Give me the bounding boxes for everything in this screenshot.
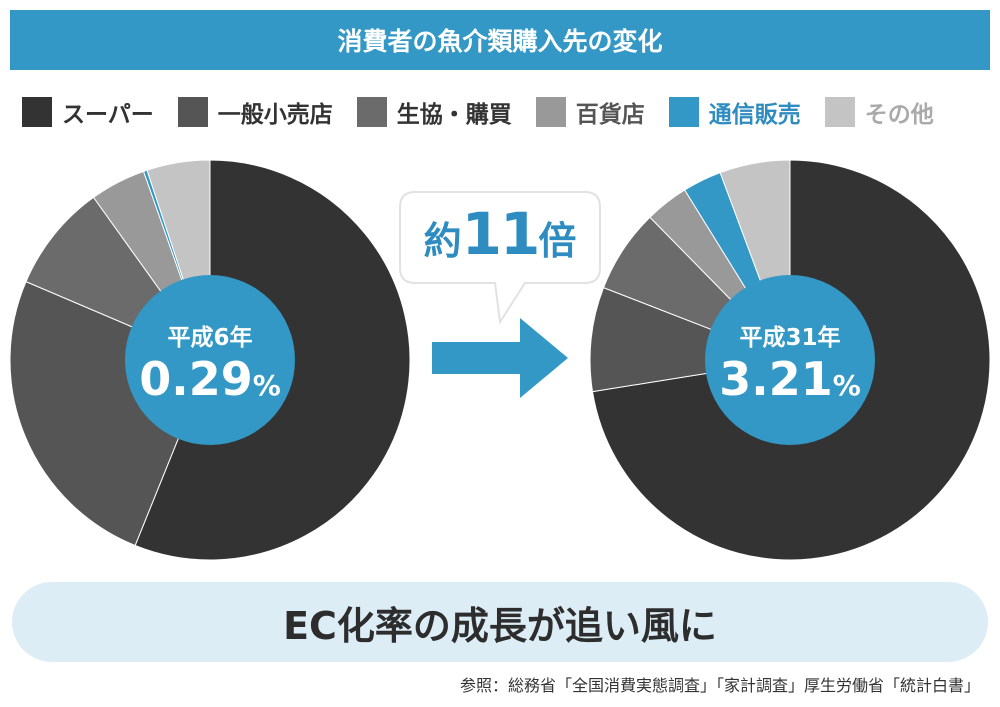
legend-item-department-store: 百貨店 [535,95,645,129]
legend-label: 通信販売 [708,102,801,128]
year-label: 平成31年 [739,325,841,351]
pie-chart-h31 [589,159,991,561]
legend-swatch [177,97,208,127]
legend-item-retail-store: 一般小売店 [177,95,333,129]
callout-text: 約 11 倍 [405,200,595,270]
legend-item-coop: 生協・購買 [356,95,512,129]
percent-unit: % [832,369,861,402]
legend-swatch [535,97,566,127]
pie-center-label-h6: 平成6年 0.29% [130,318,290,402]
callout-prefix: 約 [423,219,462,263]
percent-unit: % [252,369,281,402]
arrow-icon [432,318,568,398]
legend-label: 生協・購買 [396,102,512,128]
legend: スーパー 一般小売店 生協・購買 百貨店 通信販売 その他 [22,92,992,132]
legend-label: スーパー [62,102,154,128]
highlight-value: 3.21 [719,352,833,406]
legend-swatch [356,97,387,127]
legend-item-other: その他 [824,95,934,129]
legend-label: 一般小売店 [217,102,333,128]
year-label: 平成6年 [167,325,253,351]
callout-bubble [399,191,601,325]
highlight-value-wrap: 0.29% [130,356,290,402]
pie-center-label-h31: 平成31年 3.21% [710,318,870,402]
pie-chart-h6 [9,159,411,561]
highlight-value-wrap: 3.21% [710,356,870,402]
pie-center-circle [705,275,875,445]
summary-banner: EC化率の成長が追い風に [12,582,988,662]
source-note: 参照：総務省「全国消費実態調査」「家計調査」厚生労働省「統計白書」 [459,676,980,695]
highlight-value: 0.29 [139,352,253,406]
chart-title: 消費者の魚介類購入先の変化 [10,10,990,70]
legend-swatch [668,97,699,127]
legend-label: 百貨店 [575,102,645,128]
legend-label: その他 [864,102,934,128]
pie-center-circle [125,275,295,445]
callout-suffix: 倍 [538,219,577,263]
legend-item-mail-order: 通信販売 [668,95,801,129]
legend-item-supermarket: スーパー [22,95,154,129]
legend-swatch [22,97,52,127]
legend-swatch [824,97,855,127]
callout-number: 11 [461,200,541,268]
